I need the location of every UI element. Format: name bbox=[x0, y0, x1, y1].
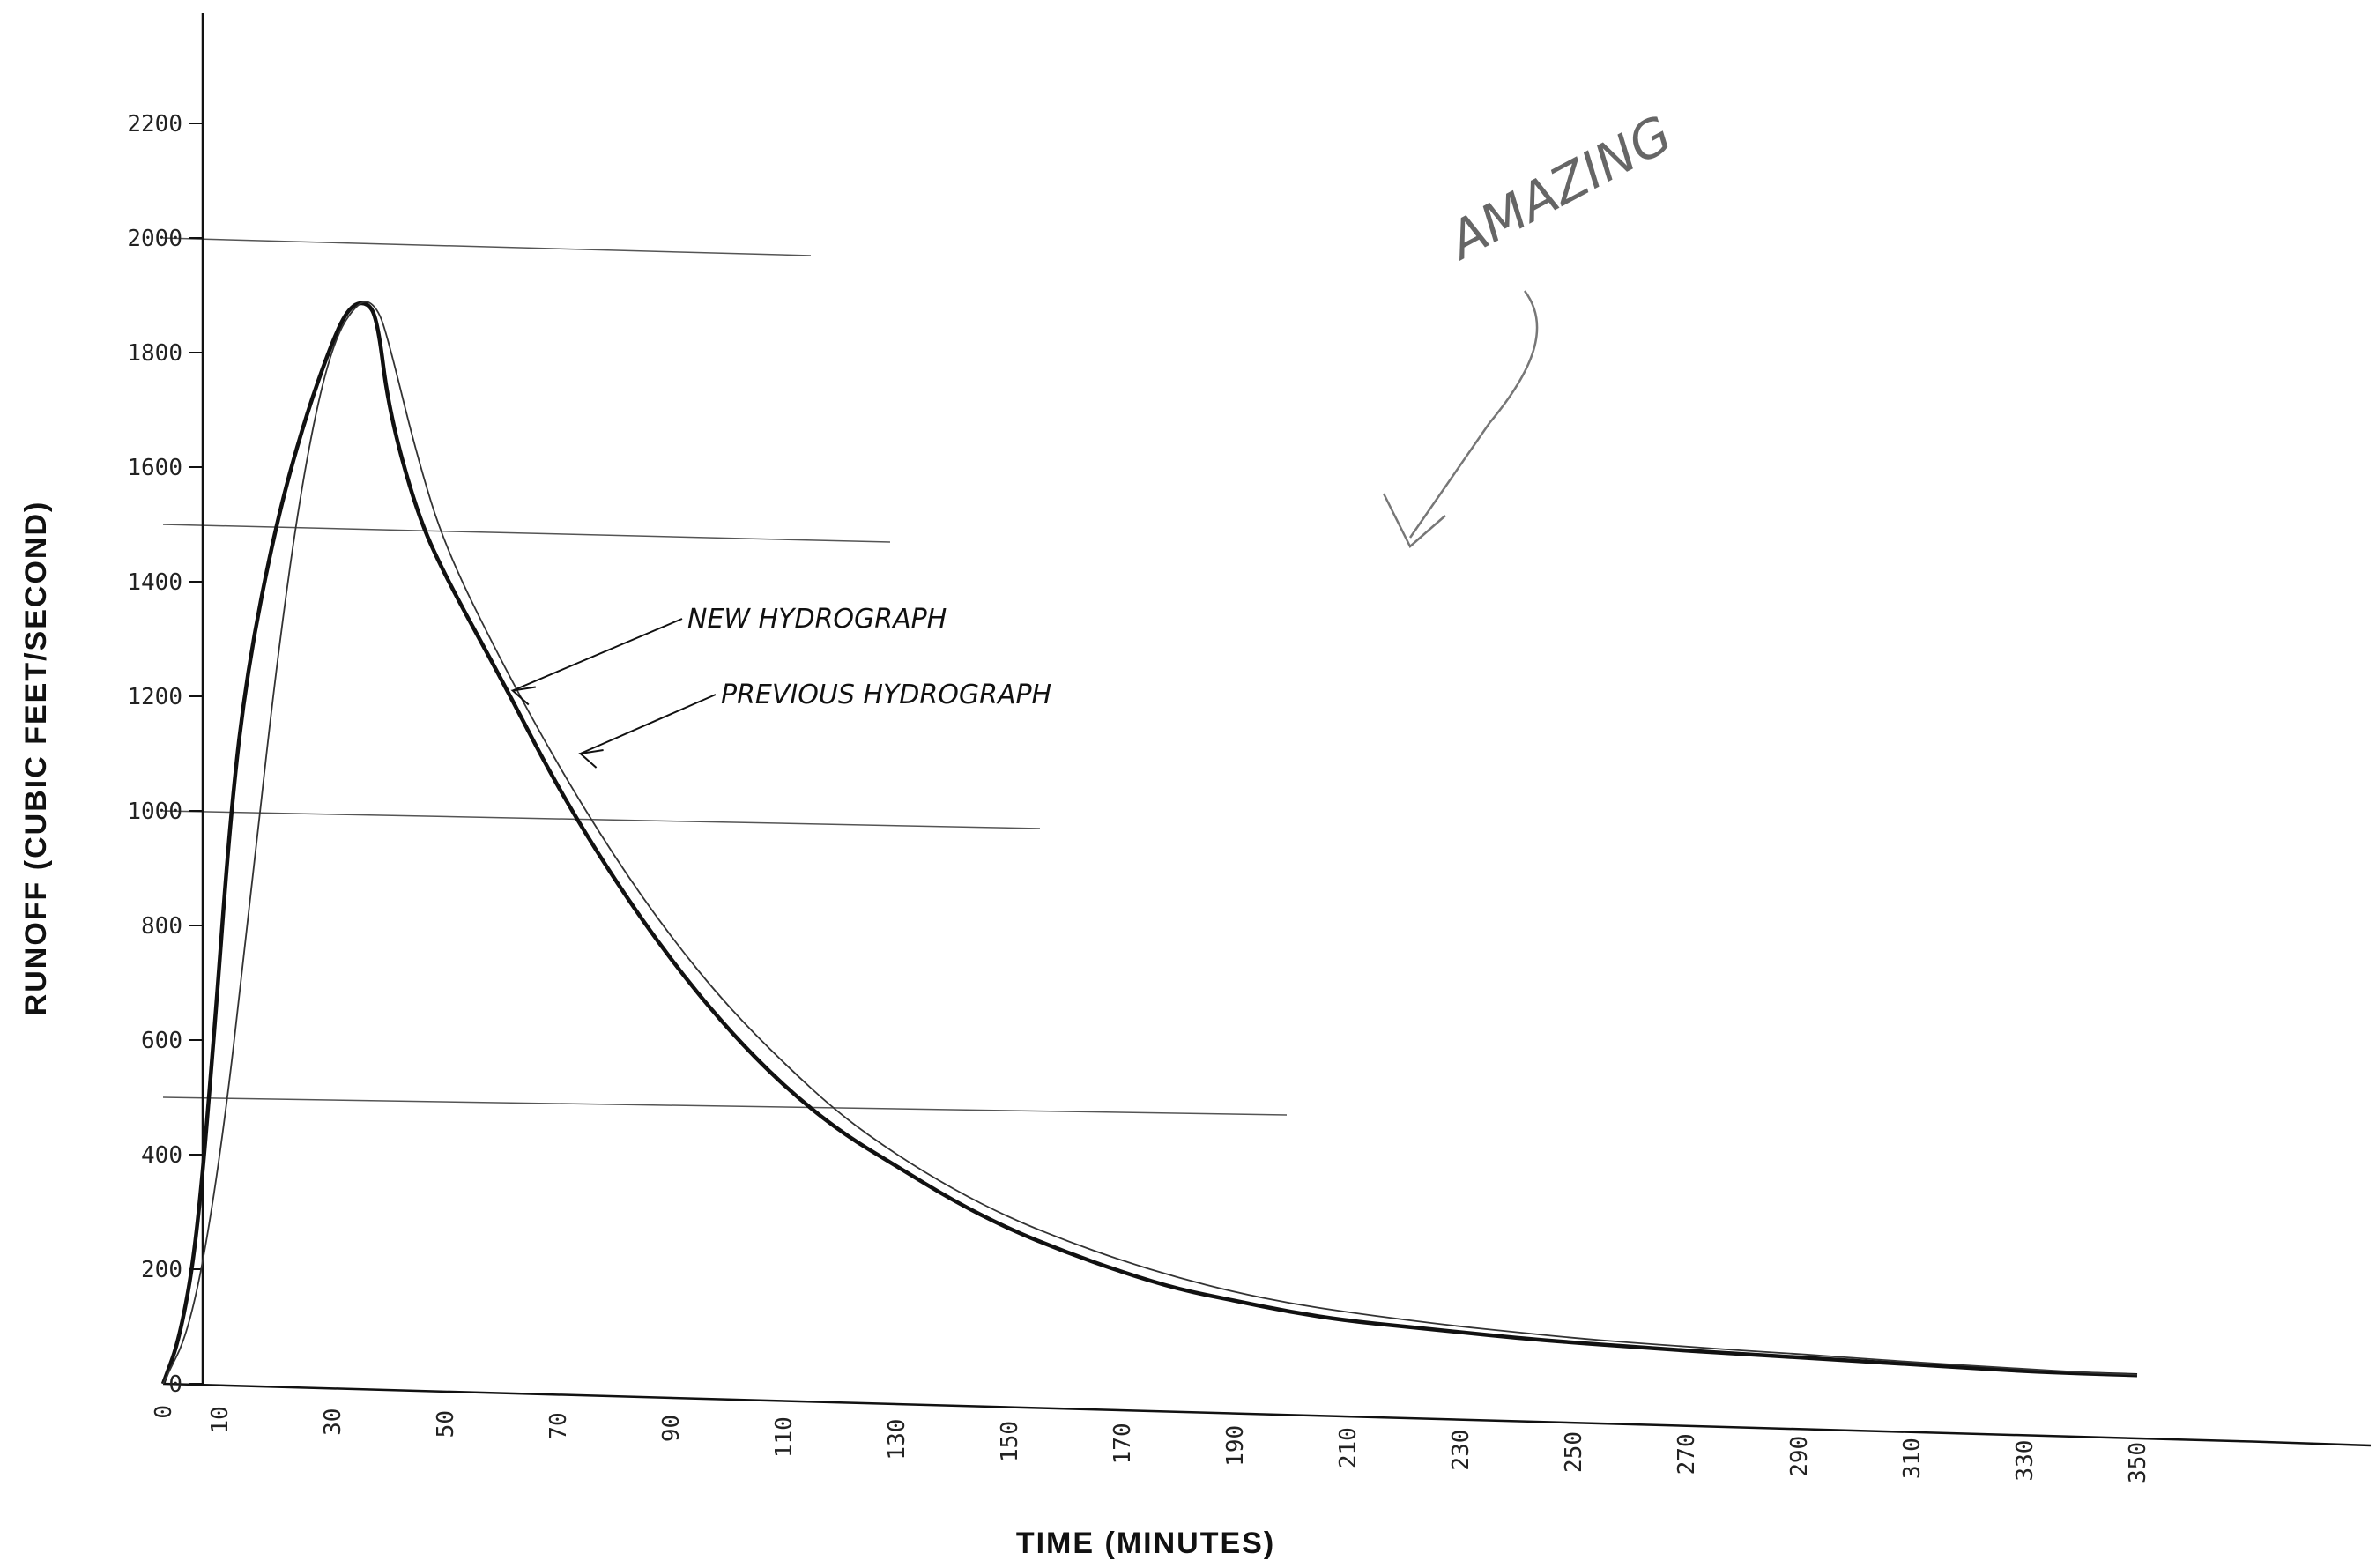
annotation-label: NEW HYDROGRAPH bbox=[687, 604, 947, 635]
faint-horizontal-lines bbox=[162, 237, 1288, 1116]
x-tick-label: 110 bbox=[771, 1416, 798, 1458]
series-layer bbox=[160, 301, 2138, 1385]
y-tick-label: 1600 bbox=[127, 455, 182, 481]
annotation-label: PREVIOUS HYDROGRAPH bbox=[721, 680, 1051, 710]
y-tick-label: 1000 bbox=[127, 799, 182, 825]
x-tick-label: 290 bbox=[1786, 1436, 1813, 1477]
x-tick-label: 210 bbox=[1335, 1427, 1362, 1468]
x-tick-label: 30 bbox=[320, 1408, 346, 1436]
x-tick-label: 230 bbox=[1448, 1430, 1474, 1471]
y-tick-label: 2000 bbox=[127, 226, 182, 252]
handwritten-note: AMAZING bbox=[1437, 104, 1682, 272]
y-tick-label: 200 bbox=[141, 1257, 182, 1283]
x-tick-label: 270 bbox=[1674, 1433, 1700, 1475]
guide-line bbox=[162, 810, 1041, 829]
x-tick-label: 250 bbox=[1561, 1431, 1587, 1473]
handwritten-arrow bbox=[1382, 290, 1539, 549]
x-tick-label: 10 bbox=[207, 1406, 234, 1433]
x-tick-label: 70 bbox=[546, 1412, 572, 1439]
x-axis-line bbox=[162, 1382, 2372, 1447]
y-axis-title: RUNOFF (CUBIC FEET/SECOND) bbox=[19, 501, 53, 1016]
x-tick-label: 170 bbox=[1110, 1423, 1136, 1464]
annotation-leader bbox=[580, 694, 717, 754]
y-tick-label: 0 bbox=[168, 1371, 182, 1398]
x-axis-title: TIME (MINUTES) bbox=[1016, 1527, 1275, 1560]
y-tick-label: 1200 bbox=[127, 684, 182, 710]
y-tick-label: 1800 bbox=[127, 340, 182, 367]
y-tick-label: 800 bbox=[141, 913, 182, 940]
x-tick-label: 90 bbox=[658, 1415, 685, 1442]
x-tick-label: 130 bbox=[884, 1419, 910, 1460]
y-tick-label: 2200 bbox=[127, 111, 182, 137]
x-tick-label: 190 bbox=[1222, 1425, 1249, 1467]
axes bbox=[162, 13, 2372, 1447]
annotation-arrowhead bbox=[578, 749, 604, 769]
y-tick-label: 600 bbox=[141, 1028, 182, 1054]
guide-line bbox=[162, 1096, 1288, 1116]
x-tick-label: 0 bbox=[151, 1405, 177, 1419]
y-axis-ticks: 0 200 400 600 800 1000 1200 1400 1600 1800 2000 220… bbox=[127, 111, 203, 1398]
x-tick-label: 50 bbox=[433, 1410, 459, 1438]
y-tick-label: 1400 bbox=[127, 569, 182, 596]
y-tick-label: 400 bbox=[141, 1142, 182, 1169]
guide-line bbox=[162, 524, 891, 543]
annotation-arrowhead bbox=[510, 686, 536, 706]
x-tick-label: 150 bbox=[997, 1421, 1023, 1462]
series-line-new-hydrograph bbox=[160, 301, 2138, 1385]
annotation-layer: NEW HYDROGRAPH PREVIOUS HYDROGRAPH bbox=[510, 604, 1051, 769]
x-tick-label: 350 bbox=[2125, 1442, 2151, 1483]
x-tick-label: 330 bbox=[2012, 1440, 2038, 1482]
guide-line bbox=[162, 237, 812, 256]
x-tick-label: 310 bbox=[1899, 1438, 1926, 1479]
x-axis-ticks: 0 10 30 50 70 90 110 130 150 170 190 210 230 250 270 29… bbox=[151, 1405, 2151, 1483]
series-line-previous-hydrograph bbox=[162, 301, 2138, 1385]
annotation-leader bbox=[512, 618, 683, 692]
